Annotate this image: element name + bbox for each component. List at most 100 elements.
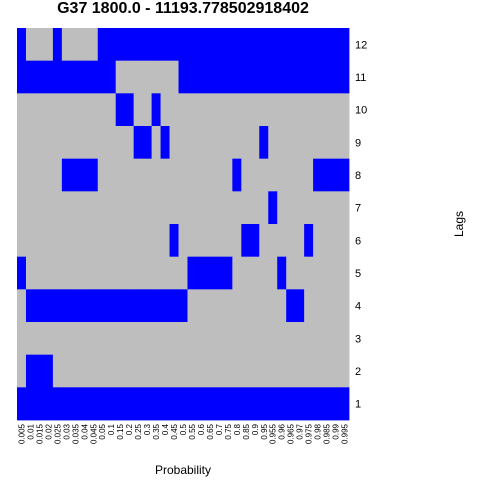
heatmap-cell [223,126,233,160]
heatmap-cell [205,60,215,94]
heatmap-cell [97,191,108,225]
heatmap-cell [97,126,108,160]
x-tick-label: 0.985 [323,423,332,444]
heatmap-cell [25,224,36,258]
x-tick-label: 0.96 [278,423,287,439]
heatmap-cell [313,28,323,62]
x-tick-label: 0.04 [80,423,89,439]
heatmap-cell [241,256,251,290]
heatmap-cell [88,60,99,94]
heatmap-cell [331,126,341,160]
heatmap-cell [133,60,144,94]
heatmap-cell [286,387,296,421]
heatmap-cell [304,354,314,388]
heatmap-cell [142,387,152,421]
heatmap-cell [169,354,179,388]
heatmap-cell [187,93,197,127]
heatmap-cell [214,289,224,323]
heatmap-cell [79,256,90,290]
heatmap-cell [17,93,27,127]
heatmap-cell [70,93,81,127]
heatmap-cell [115,322,126,356]
heatmap-cell [133,126,144,160]
heatmap-cell [160,158,170,192]
heatmap-cell [196,126,206,160]
heatmap-cell [142,354,152,388]
heatmap-cell [286,224,296,258]
y-tick-label: 7 [355,203,361,215]
heatmap-cell [295,224,305,258]
heatmap-cell [88,289,99,323]
heatmap-cell [196,28,206,62]
heatmap-cell [43,256,54,290]
heatmap-cell [61,387,72,421]
heatmap-cell [205,289,215,323]
heatmap-cell [313,224,323,258]
heatmap-cell [340,354,350,388]
x-tick-label: 0.97 [296,423,305,439]
x-tick-label: 0.15 [116,423,125,439]
heatmap-cell [34,256,45,290]
heatmap-cell [268,60,278,94]
y-tick-label: 4 [355,301,361,313]
y-tick-label: 10 [355,105,367,117]
heatmap-cell [97,256,108,290]
heatmap-cell [313,387,323,421]
heatmap-cell [241,158,251,192]
heatmap-cell [79,224,90,258]
heatmap-cell [295,256,305,290]
heatmap-cell [79,322,90,356]
heatmap-cell [295,354,305,388]
heatmap-cell [196,224,206,258]
heatmap-cell [277,126,287,160]
heatmap-cell [223,289,233,323]
heatmap-cell [277,354,287,388]
heatmap-cell [52,191,63,225]
heatmap-cell [268,289,278,323]
heatmap-cell [286,60,296,94]
heatmap-cell [304,387,314,421]
heatmap-cell [124,93,135,127]
heatmap-cell [295,28,305,62]
heatmap-cell [178,289,188,323]
heatmap-cell [88,256,99,290]
heatmap-cell [17,60,27,94]
heatmap-cell [331,289,341,323]
y-tick-label: 9 [355,137,361,149]
heatmap-cell [52,60,63,94]
heatmap-cell [205,387,215,421]
heatmap-cell [43,158,54,192]
heatmap-cell [97,354,108,388]
heatmap-cell [17,28,27,62]
heatmap-cell [160,126,170,160]
heatmap-cell [196,191,206,225]
x-tick-label: 0.9 [251,423,260,435]
heatmap-cell [331,387,341,421]
heatmap-cell [124,60,135,94]
heatmap-cell [304,28,314,62]
heatmap-cell [34,322,45,356]
heatmap-cell [70,387,81,421]
heatmap-cell [151,256,161,290]
heatmap-cell [313,126,323,160]
heatmap-cell [340,28,350,62]
heatmap-cell [241,322,251,356]
x-axis-label: Probability [155,463,211,477]
heatmap-cell [340,322,350,356]
heatmap-cell [17,387,27,421]
heatmap-cell [124,256,135,290]
heatmap-cell [205,224,215,258]
heatmap-cell [313,289,323,323]
heatmap-cell [295,158,305,192]
heatmap-cell [115,158,126,192]
heatmap-cell [106,354,117,388]
heatmap-cell [322,60,332,94]
heatmap-cell [277,28,287,62]
heatmap-cell [52,93,63,127]
heatmap-cell [169,126,179,160]
heatmap-cell [250,224,260,258]
heatmap-cell [160,93,170,127]
heatmap-cell [79,28,90,62]
heatmap-cell [142,28,152,62]
heatmap-cell [17,354,27,388]
